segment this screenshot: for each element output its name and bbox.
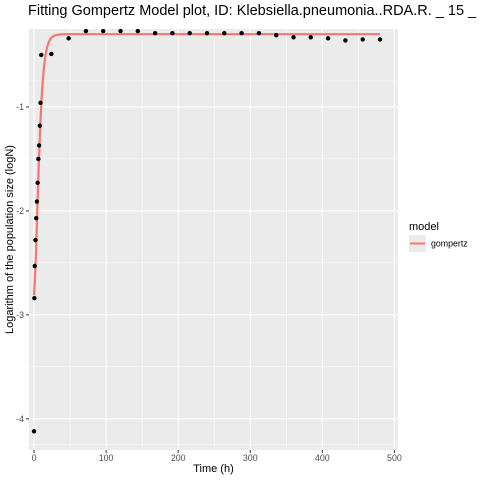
y-axis-title: Logarithm of the population size (logN) <box>4 145 16 334</box>
data-point <box>39 52 44 58</box>
x-tick-label: 100 <box>99 453 114 463</box>
data-point <box>35 180 40 186</box>
data-point <box>343 38 348 43</box>
data-point <box>377 37 383 42</box>
data-point <box>31 429 37 434</box>
data-point <box>274 33 279 38</box>
y-tick-label: -2 <box>16 206 24 216</box>
y-tick-label: -1 <box>16 102 24 112</box>
x-axis: 0 100 200 300 400 500 <box>32 450 402 463</box>
data-point <box>325 36 331 41</box>
data-point <box>32 263 37 269</box>
legend: model gompertz <box>409 221 468 252</box>
data-point <box>170 30 175 36</box>
y-tick-label: -4 <box>16 414 24 424</box>
data-point <box>37 123 43 128</box>
plot-panel <box>29 29 398 450</box>
x-axis-title: Time (h) <box>193 463 234 475</box>
data-point <box>204 30 210 36</box>
x-tick-label: 0 <box>32 453 37 463</box>
fit-line-gompertz <box>32 33 380 296</box>
x-tick-label: 500 <box>387 453 402 463</box>
x-tick-label: 300 <box>243 453 258 463</box>
x-tick-label: 200 <box>171 453 186 463</box>
data-point <box>118 28 123 34</box>
data-points <box>31 28 383 434</box>
chart-title: Fitting Gompertz Model plot, ID: Klebsie… <box>28 3 480 19</box>
data-point <box>33 237 38 243</box>
data-point <box>32 296 37 301</box>
legend-label-gompertz: gompertz <box>431 239 468 249</box>
data-point <box>152 30 158 36</box>
data-point <box>222 30 227 36</box>
data-point <box>36 156 41 162</box>
y-tick-label: -3 <box>16 310 24 320</box>
data-point <box>49 51 54 57</box>
y-axis: -4 -3 -2 -1 <box>16 102 29 424</box>
data-point <box>291 35 296 40</box>
data-point <box>34 215 39 221</box>
data-point <box>38 100 43 106</box>
data-point <box>308 35 313 40</box>
data-point <box>187 30 192 36</box>
legend-title: model <box>409 221 439 233</box>
data-point <box>36 143 42 148</box>
x-tick-label: 400 <box>315 453 330 463</box>
grid-lines <box>29 29 398 450</box>
data-point <box>256 30 262 36</box>
fit-layer <box>32 33 380 296</box>
data-point <box>360 37 365 42</box>
data-point <box>34 199 40 204</box>
data-point <box>135 28 141 34</box>
data-point <box>66 36 71 41</box>
data-point <box>239 30 244 36</box>
data-point <box>83 28 89 34</box>
data-point <box>101 28 106 34</box>
